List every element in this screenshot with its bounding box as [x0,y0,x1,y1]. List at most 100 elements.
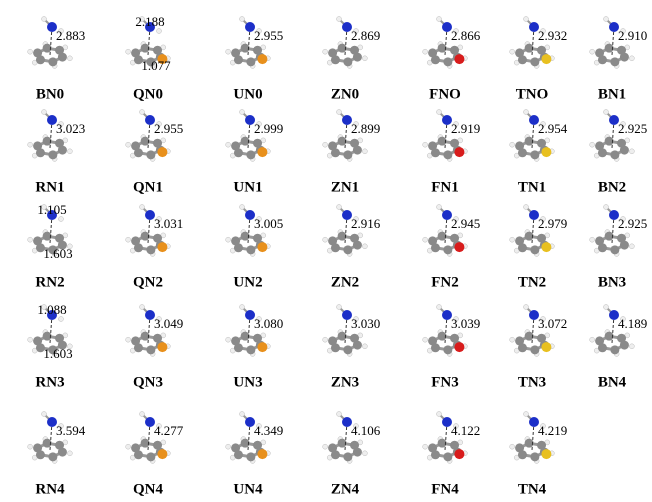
carbon-atom [55,234,64,243]
hydrogen-atom [437,110,442,115]
hydrogen-atom [423,237,428,242]
carbon-atom [530,150,539,159]
hetero-atom [541,449,551,459]
hetero-atom [157,242,167,252]
hydrogen-atom [337,17,342,22]
molecule-label: ZN4 [331,481,360,497]
carbon-atom [610,345,619,354]
molecule-label: FN1 [431,179,459,195]
hydrogen-atom [590,337,595,342]
carbon-atom [33,336,42,345]
molecule-label: BN3 [598,274,626,290]
carbon-atom [33,443,42,452]
carbon-atom [450,46,459,55]
distance-label: 2.866 [451,28,481,43]
hydrogen-atom [140,305,145,310]
distance-label: 2.869 [351,28,380,43]
hydrogen-atom [140,412,145,417]
distance-label: 3.005 [254,216,283,231]
carbon-atom [153,441,162,450]
carbon-atom [610,57,619,66]
molecule-label: QN0 [133,86,163,102]
hetero-atom [454,449,464,459]
carbon-atom [253,334,262,343]
molecule-label: ZN2 [331,274,359,290]
hydrogen-atom [423,49,428,54]
hetero-atom [257,242,267,252]
carbon-atom [131,443,140,452]
hetero-atom [454,342,464,352]
hydrogen-atom [59,317,64,322]
carbon-atom [537,234,546,243]
molecule-cell: 3.023RN1 [28,110,86,196]
distance-label: 2.954 [538,121,568,136]
hydrogen-atom [42,412,47,417]
molecule-cell: 4.219TN4 [510,412,568,498]
carbon-atom [595,236,604,245]
molecule-cell: 2.999UN1 [226,110,284,196]
hetero-atom [257,147,267,157]
carbon-atom [231,236,240,245]
hydrogen-atom [604,305,609,310]
molecule-cell: 2.899 ZN1 [323,110,381,196]
molecule-label: BN2 [598,179,626,195]
hydrogen-atom [126,142,131,147]
distance-label: 3.031 [154,216,183,231]
molecule-label: ZN1 [331,179,359,195]
carbon-atom [146,345,155,354]
carbon-atom [131,141,140,150]
distance-label: 4.189 [618,316,647,331]
carbon-atom [55,334,64,343]
distance-label: 2.955 [154,121,183,136]
carbon-atom [153,46,162,55]
carbon-atom [153,334,162,343]
carbon-atom [595,141,604,150]
carbon-atom [231,336,240,345]
hydrogen-atom [126,237,131,242]
distance-label: 2.899 [351,121,380,136]
hetero-atom [157,449,167,459]
carbon-atom [443,345,452,354]
carbon-atom [530,345,539,354]
figure: 2.883BN02.1881.077QN02.955UN02.869ZN02.8… [0,0,652,502]
hydrogen-atom [337,412,342,417]
carbon-atom [343,452,352,461]
molecule-cell: 4.349UN4 [226,412,284,498]
molecule-cell: 2.883BN0 [28,17,86,103]
hetero-atom [257,54,267,64]
hydrogen-atom [323,142,328,147]
molecule-label: TNO [516,86,549,102]
molecule-label: FN2 [431,274,459,290]
carbon-atom [146,452,155,461]
molecule-label: BN0 [36,86,64,102]
hetero-atom [257,342,267,352]
distance-label: 2.916 [351,216,381,231]
molecule-cell: 2.916 ZN2 [323,205,381,291]
molecule-cell: 2.979TN2 [510,205,568,291]
distance-label: 4.219 [538,423,567,438]
hydrogen-atom [323,337,328,342]
carbon-atom [428,236,437,245]
hydrogen-atom [42,17,47,22]
molecule-label: RN1 [35,179,64,195]
carbon-atom [617,139,626,148]
carbon-atom [450,441,459,450]
molecule-label: UN0 [233,86,262,102]
carbon-atom [617,334,626,343]
distance-label: 3.072 [538,316,567,331]
carbon-atom [537,441,546,450]
hetero-atom [541,342,551,352]
carbon-atom [343,345,352,354]
hetero-atom [157,342,167,352]
hydrogen-atom [524,305,529,310]
carbon-atom [33,236,42,245]
molecule-cell: 2.955UN0 [226,17,284,103]
carbon-atom [595,336,604,345]
carbon-atom [610,245,619,254]
hydrogen-atom [28,444,33,449]
distance-label: 4.349 [254,423,283,438]
hydrogen-atom [67,56,72,61]
hetero-atom [454,242,464,252]
